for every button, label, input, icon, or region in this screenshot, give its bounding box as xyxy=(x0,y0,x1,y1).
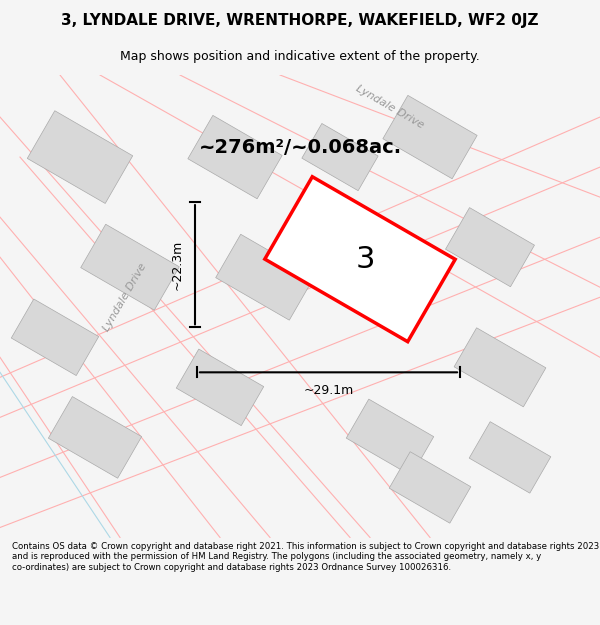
Polygon shape xyxy=(80,224,179,310)
Text: Lyndale Drive: Lyndale Drive xyxy=(101,261,149,333)
Polygon shape xyxy=(469,422,551,493)
Text: ~276m²/~0.068ac.: ~276m²/~0.068ac. xyxy=(199,138,401,157)
Polygon shape xyxy=(446,208,535,287)
Polygon shape xyxy=(302,124,378,191)
Polygon shape xyxy=(454,328,546,407)
Polygon shape xyxy=(215,234,314,320)
Polygon shape xyxy=(265,177,455,342)
Text: Lyndale Drive: Lyndale Drive xyxy=(354,84,426,131)
Text: 3, LYNDALE DRIVE, WRENTHORPE, WAKEFIELD, WF2 0JZ: 3, LYNDALE DRIVE, WRENTHORPE, WAKEFIELD,… xyxy=(61,14,539,29)
Polygon shape xyxy=(11,299,99,376)
Text: Map shows position and indicative extent of the property.: Map shows position and indicative extent… xyxy=(120,50,480,62)
Text: ~29.1m: ~29.1m xyxy=(304,384,353,397)
Polygon shape xyxy=(176,349,264,426)
Polygon shape xyxy=(188,116,282,199)
Text: Contains OS data © Crown copyright and database right 2021. This information is : Contains OS data © Crown copyright and d… xyxy=(12,542,599,572)
Text: 3: 3 xyxy=(355,245,375,274)
Text: ~22.3m: ~22.3m xyxy=(170,239,184,290)
Polygon shape xyxy=(27,111,133,204)
Polygon shape xyxy=(389,452,471,523)
Polygon shape xyxy=(49,397,142,478)
Polygon shape xyxy=(383,96,477,179)
Polygon shape xyxy=(346,399,434,476)
